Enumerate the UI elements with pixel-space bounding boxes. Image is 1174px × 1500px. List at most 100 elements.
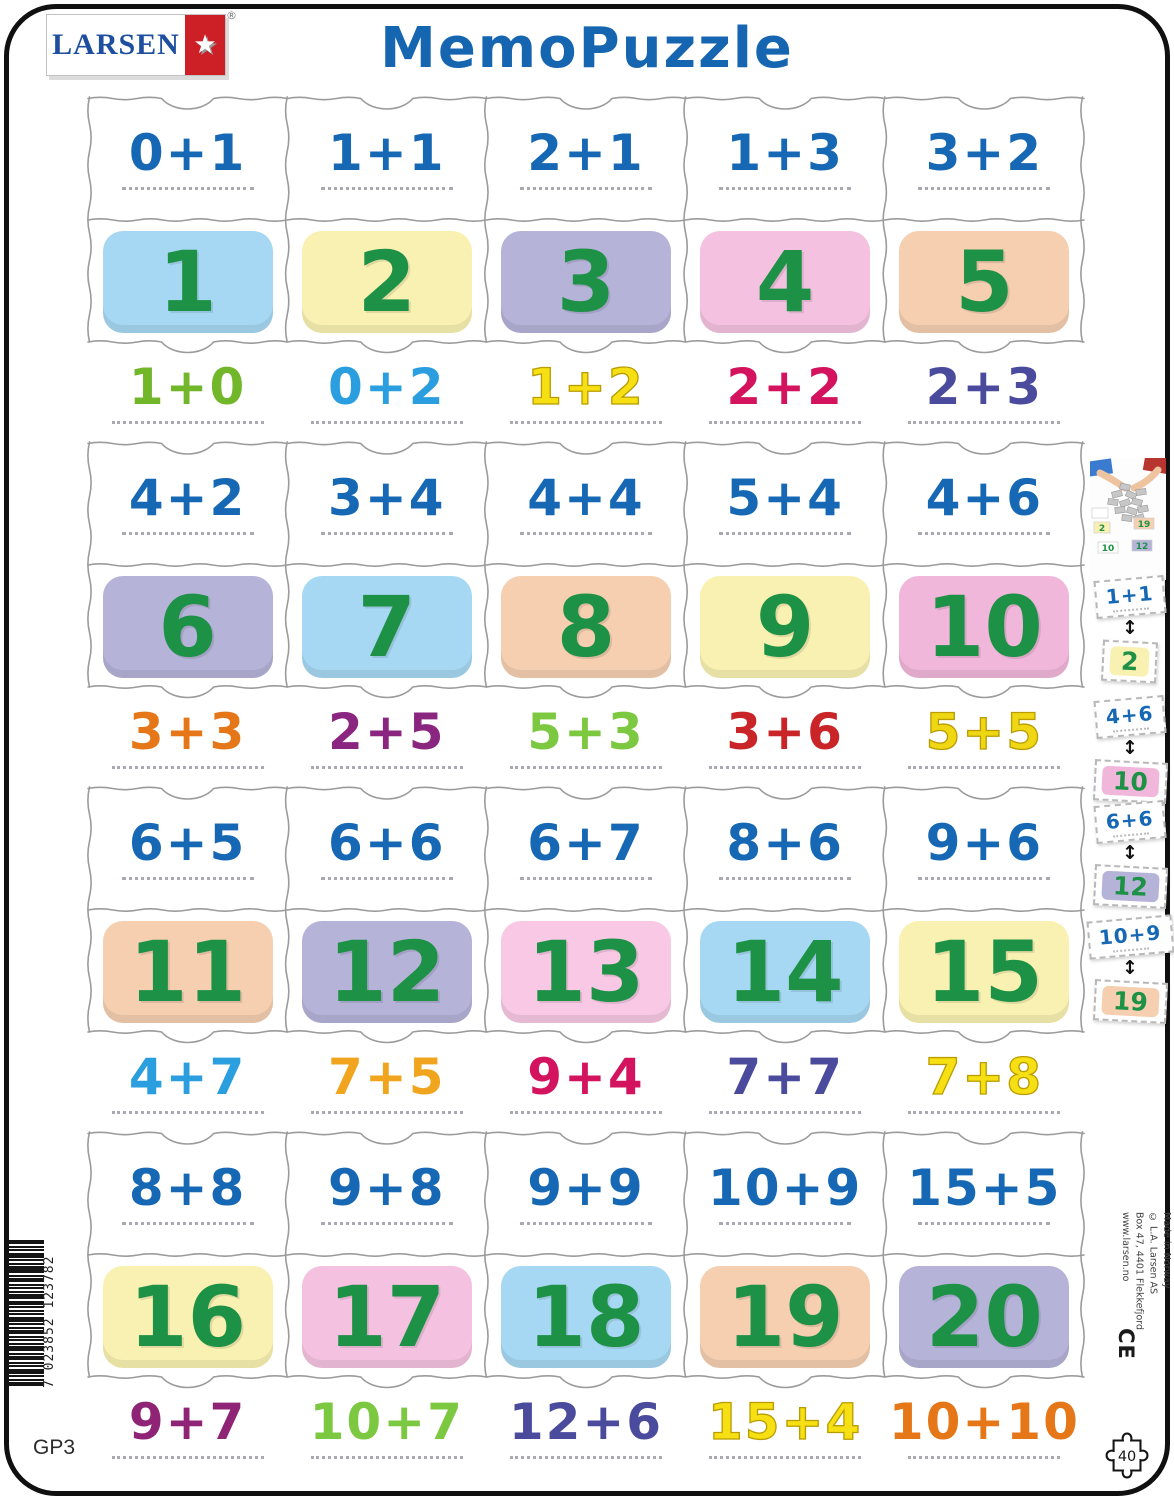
problem-text: 10+10 [888,1393,1080,1451]
problem-text: 9+7 [128,1393,247,1451]
number-tile: 4 [700,230,871,333]
thumb-piece-2: 2 [1099,524,1105,534]
puzzle-block: 4+2 3+4 4+4 5+4 4+6 6 7 8 9 10 3+3 2+5 5+3 3+6 5+5 [87,441,1085,784]
problems-row: 8+8 9+8 9+9 10+9 15+5 [88,1132,1084,1255]
answer-blank-line [709,766,862,769]
barcode-bar [8,1278,44,1282]
cut-lines [87,1131,1085,1389]
answer-blank-line [918,1221,1051,1225]
free-problem-cell: 0+2 [287,347,486,439]
larsen-logo: LARSEN ★ ® [46,9,237,76]
tile-number: 16 [129,1267,247,1366]
free-problem-cell: 4+7 [88,1037,287,1129]
puzzle-block: 0+1 1+1 2+1 1+3 3+2 1 2 3 4 5 1+0 0+2 1+2 2+2 2+3 [87,96,1085,439]
problem-text: 1+2 [527,358,645,416]
example-answer-card: 2 [1101,639,1159,684]
answer-blank-line [1113,607,1150,613]
answer-blank-line [908,1111,1061,1114]
tile-cell: 14 [686,910,885,1033]
tile-number: 2 [1109,645,1151,678]
number-tile: 19 [700,1265,871,1368]
barcode-bar [8,1306,44,1308]
problem-text: 9+9 [527,1158,645,1217]
problem-text: 3+4 [328,468,446,527]
tile-number: 17 [328,1267,446,1366]
number-tile: 18 [500,1265,671,1368]
barcode-bar [8,1252,44,1258]
number-tile: 17 [301,1265,472,1368]
answer-blank-line [320,531,453,535]
problem-text: 9+8 [328,1158,446,1217]
problem-text: 7+5 [328,1048,446,1106]
problem-text: 9+6 [925,813,1044,872]
problem-text: 10+9 [708,1158,863,1217]
answer-blank-line [709,1111,862,1114]
answer-blank-line [918,186,1051,190]
number-tile: 7 [301,575,472,678]
answer-blank-line [709,421,862,424]
tile-cell: 4 [686,220,885,343]
problem-cell: 1+3 [686,97,885,220]
free-problem-cell: 12+6 [486,1382,685,1474]
tile-cell: 1 [88,220,287,343]
problem-text: 10+9 [1097,920,1163,950]
answer-blank-line [719,531,852,535]
problem-cell: 2+1 [486,97,685,220]
barcode-bar [8,1342,44,1345]
answer-blank-line [1113,947,1150,953]
tile-number: 11 [129,922,247,1021]
barcode-bar [8,1365,44,1367]
problem-text: 1+1 [1105,580,1155,610]
tile-number: 10 [925,577,1043,676]
barcode-bar [8,1287,44,1289]
piece-count: 40 [1118,1449,1136,1465]
barcode-number: 7 023852 123782 [42,1255,57,1388]
brand-text: LARSEN [52,28,180,61]
problem-text: 5+3 [527,703,645,761]
tile-cell: 12 [287,910,486,1033]
problem-cell: 9+8 [287,1132,486,1255]
problem-text: 7+7 [726,1048,844,1106]
problem-cell: 15+5 [885,1132,1084,1255]
tile-cell: 8 [486,565,685,688]
ce-mark: CE [1113,1328,1138,1360]
free-problem-cell: 10+7 [287,1382,486,1474]
number-tile: 6 [102,575,273,678]
jigsaw-piece-icon: 40 [1105,1432,1149,1479]
answer-blank-line [121,1221,254,1225]
problem-text: 2+2 [726,358,844,416]
tile-cell: 19 [686,1255,885,1378]
barcode-bar [8,1266,44,1273]
free-problem-cell: 7+7 [686,1037,885,1129]
registered-mark: ® [226,9,237,22]
problem-cell: 6+5 [88,787,287,910]
barcode-bar [8,1290,44,1293]
free-problem-cell: 3+6 [686,692,885,784]
loose-problems-row: 1+0 0+2 1+2 2+2 2+3 [88,347,1084,439]
tiles-row: 11 12 13 14 15 [88,910,1084,1033]
made-in-line: Box 47, 4401 Flekkefjord [1133,1212,1145,1331]
answer-blank-line [519,531,652,535]
barcode-bar [8,1300,44,1305]
free-problem-cell: 1+0 [88,347,287,439]
problem-cell: 5+4 [686,442,885,565]
product-code: GP3 [33,1436,76,1459]
problem-text: 15+4 [707,1393,863,1451]
tile-cell: 6 [88,565,287,688]
problem-text: 4+6 [925,468,1044,527]
barcode-bar [8,1283,44,1286]
number-tile: 15 [899,920,1070,1023]
barcode-bar [8,1309,44,1312]
up-down-arrow-icon: ↕ [1122,737,1138,759]
problem-text: 1+3 [726,123,844,182]
puzzle-block: 6+5 6+6 6+7 8+6 9+6 11 12 13 14 15 4+7 7+5 9+4 7+7 7+8 [87,786,1085,1129]
barcode-bar [8,1346,44,1351]
number-tile: 9 [700,575,871,678]
problem-text: 5+4 [726,468,844,527]
problem-text: 4+7 [128,1048,247,1106]
puzzle-block: 8+8 9+8 9+9 10+9 15+5 16 17 18 19 20 9+7 10+7 12+6 15… [87,1131,1085,1474]
tile-cell: 10 [885,565,1084,688]
barcode-bar [8,1245,44,1248]
barcode-bar [8,1339,44,1341]
